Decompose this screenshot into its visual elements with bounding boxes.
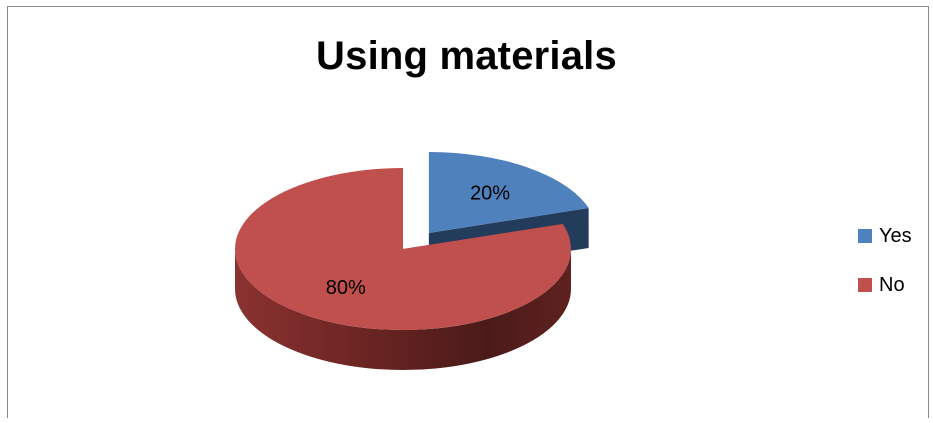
data-label-no: 80%	[326, 277, 366, 299]
chart-title: Using materials	[316, 34, 617, 78]
pie-slice-top	[234, 168, 571, 330]
legend-label-no: No	[879, 273, 905, 296]
data-label-yes: 20%	[470, 182, 510, 204]
pie-slice-top	[428, 151, 589, 233]
pie-slice-side	[235, 249, 571, 370]
pie-slice-no	[234, 168, 571, 370]
legend-swatch-no	[858, 278, 872, 292]
legend-label-yes: Yes	[879, 224, 912, 247]
chart-area	[7, 6, 929, 418]
legend-swatch-yes	[858, 229, 872, 243]
legend-item-yes: Yes	[858, 222, 912, 250]
legend: Yes No	[858, 222, 912, 320]
legend-item-no: No	[858, 271, 912, 299]
